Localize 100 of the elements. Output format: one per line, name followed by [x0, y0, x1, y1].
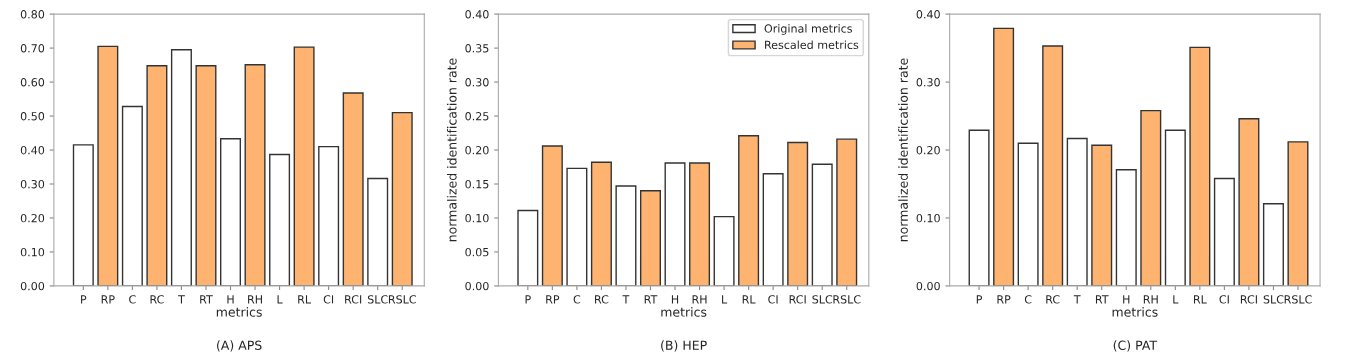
bar — [566, 167, 588, 286]
x-tick-label: RL — [742, 295, 756, 304]
y-tick-label: 0.30 — [20, 179, 45, 189]
x-tick-label: RH — [692, 295, 707, 304]
bar — [738, 135, 760, 286]
legend-label: Original metrics — [764, 24, 853, 35]
x-tick-label: RCI — [345, 295, 362, 304]
y-tick-label: 0.30 — [916, 78, 940, 87]
y-tick-label: 0.00 — [916, 281, 940, 291]
y-tick-label: 0.10 — [465, 213, 489, 223]
text: (B) HEP — [661, 340, 707, 352]
bar — [293, 46, 315, 286]
x-tick-label: C — [129, 295, 136, 304]
bar — [811, 163, 833, 286]
text: (C) PAT — [1113, 340, 1158, 352]
x-tick-label: CI — [1219, 295, 1229, 304]
bar — [1091, 144, 1113, 286]
bar — [170, 49, 192, 286]
bar — [762, 173, 784, 286]
bar — [639, 190, 661, 286]
bar — [590, 161, 612, 286]
bar — [615, 185, 637, 286]
x-axis-title: metrics — [661, 307, 707, 317]
bar — [219, 138, 242, 286]
bar — [195, 65, 217, 286]
x-tick-label: RL — [1193, 295, 1207, 304]
bar — [1115, 169, 1137, 286]
x-axis-title: metrics — [1112, 307, 1158, 317]
x-tick-label: L — [277, 295, 283, 304]
bar — [1140, 109, 1162, 286]
x-tick-label: P — [525, 295, 531, 304]
x-tick-label: RSLC — [1284, 295, 1312, 304]
x-tick-label: RC — [150, 295, 164, 304]
x-tick-label: RP — [546, 295, 560, 304]
bar — [391, 111, 413, 286]
x-tick-label: RT — [1095, 295, 1109, 304]
x-tick-label: RCI — [1240, 295, 1257, 304]
x-tick-label: RSLC — [388, 295, 416, 304]
bar — [713, 215, 735, 286]
bar — [541, 145, 563, 286]
bar — [689, 162, 711, 286]
bar — [1066, 137, 1088, 286]
bar — [121, 105, 143, 286]
x-tick-label: RC — [595, 295, 609, 304]
x-tick-label: L — [722, 295, 728, 304]
bar — [1287, 141, 1309, 286]
bar — [318, 145, 340, 286]
y-tick-label: 0.05 — [465, 247, 489, 257]
x-tick-label: P — [976, 295, 983, 304]
bar — [1213, 177, 1235, 286]
bar — [993, 27, 1015, 286]
x-tick-label: H — [227, 295, 234, 304]
x-tick-label: T — [1073, 295, 1081, 304]
x-tick-label: RP — [101, 295, 115, 304]
x-tick-label: RH — [248, 295, 262, 304]
bar — [342, 92, 364, 286]
y-tick-label: 0.15 — [465, 179, 489, 189]
x-tick-label: SLC — [812, 295, 833, 304]
y-tick-label: 0.60 — [20, 78, 45, 87]
y-axis-title: normalized identification rate — [898, 58, 908, 242]
x-tick-label: P — [81, 295, 87, 304]
y-tick-label: 0.30 — [465, 78, 489, 87]
y-tick-label: 0.00 — [20, 281, 45, 291]
x-tick-label: RC — [1046, 295, 1060, 304]
x-tick-label: RT — [200, 295, 213, 304]
y-tick-label: 0.20 — [20, 213, 45, 223]
y-tick-label: 0.20 — [465, 146, 489, 155]
y-tick-label: 0.40 — [465, 10, 489, 19]
bar — [367, 177, 389, 286]
x-tick-label: H — [1123, 295, 1130, 304]
bar — [1164, 129, 1186, 286]
x-tick-label: RL — [298, 295, 311, 304]
bar — [244, 64, 266, 286]
y-tick-label: 0.10 — [20, 247, 45, 257]
bar — [1042, 45, 1064, 286]
x-tick-label: RT — [644, 295, 658, 304]
y-tick-label: 0.40 — [20, 146, 45, 155]
x-tick-label: RH — [1143, 295, 1158, 304]
bar — [269, 153, 291, 286]
bar — [664, 162, 686, 286]
y-tick-label: 0.00 — [465, 281, 489, 291]
y-tick-label: 0.70 — [20, 44, 45, 53]
bar — [836, 138, 858, 286]
y-tick-label: 0.25 — [465, 112, 489, 121]
y-axis-title: normalized identification rate — [446, 58, 457, 242]
x-tick-label: H — [671, 295, 679, 304]
bar — [1189, 46, 1211, 286]
x-tick-label: CI — [768, 295, 778, 304]
bar — [146, 65, 168, 286]
bar — [97, 45, 119, 286]
y-tick-label: 0.40 — [916, 10, 940, 19]
x-tick-label: RSLC — [833, 295, 861, 304]
x-tick-label: T — [622, 295, 630, 304]
x-tick-label: L — [1173, 295, 1179, 304]
x-tick-label: RP — [997, 295, 1011, 304]
x-axis-title: metrics — [216, 307, 262, 317]
bar — [1238, 118, 1260, 286]
bar — [968, 129, 990, 286]
legend-label: Rescaled metrics — [765, 40, 859, 50]
x-tick-label: CI — [323, 295, 334, 304]
